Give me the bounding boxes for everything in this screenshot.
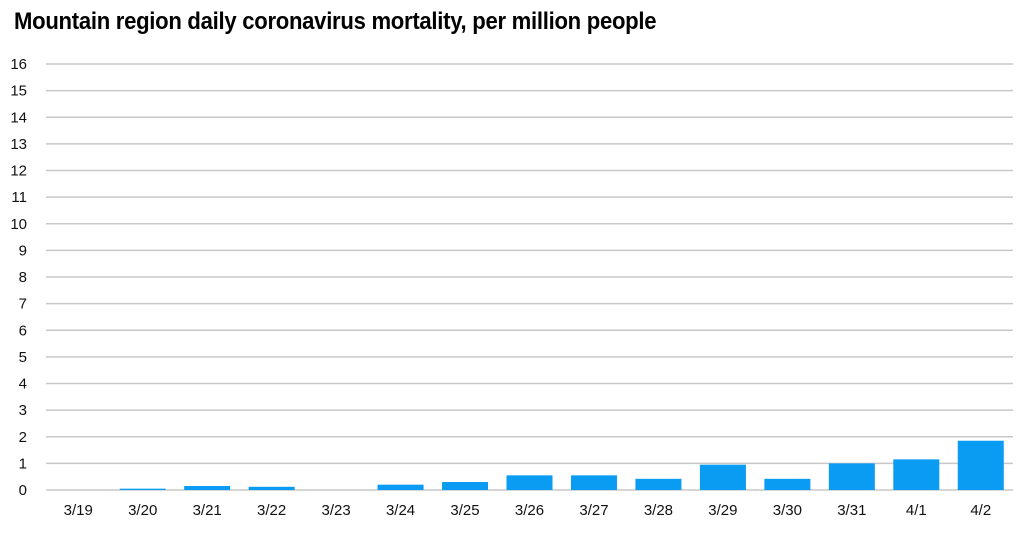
x-tick-label: 3/25 [450, 502, 479, 519]
y-tick-label: 0 [19, 482, 27, 499]
x-tick-label: 3/30 [773, 502, 802, 519]
x-tick-label: 3/27 [579, 502, 608, 519]
x-tick-label: 3/20 [128, 502, 157, 519]
y-tick-label: 8 [19, 269, 27, 286]
y-tick-label: 15 [10, 83, 27, 100]
y-tick-label: 7 [19, 296, 27, 313]
y-tick-label: 10 [10, 216, 27, 233]
x-tick-label: 3/28 [644, 502, 673, 519]
bars [119, 440, 1004, 490]
bar [764, 478, 811, 490]
y-tick-label: 9 [19, 242, 27, 259]
bar [699, 464, 746, 490]
x-tick-label: 3/26 [515, 502, 544, 519]
x-tick-label: 3/22 [257, 502, 286, 519]
x-tick-label: 3/19 [64, 502, 93, 519]
y-tick-label: 1 [19, 455, 27, 472]
bar [506, 475, 553, 490]
bar [635, 478, 682, 490]
x-axis-ticks: 3/19 3/20 3/21 3/22 3/23 3/24 3/25 3/26 3/27 3/28… [64, 502, 992, 519]
chart-title: Mountain region daily coronavirus mortal… [14, 8, 657, 35]
x-tick-label: 3/31 [837, 502, 866, 519]
bar [184, 486, 231, 490]
bar [248, 486, 295, 490]
bar [442, 482, 489, 490]
y-tick-label: 3 [19, 402, 27, 419]
bar [119, 488, 166, 490]
y-tick-label: 4 [19, 376, 27, 393]
x-tick-label: 4/2 [970, 502, 991, 519]
y-tick-label: 14 [10, 109, 27, 126]
y-tick-label: 2 [19, 429, 27, 446]
gridlines [46, 63, 1013, 491]
y-tick-label: 12 [10, 163, 27, 180]
bar [377, 484, 424, 490]
y-tick-label: 13 [10, 136, 27, 153]
x-tick-label: 3/23 [321, 502, 350, 519]
bar [828, 463, 875, 490]
y-tick-label: 6 [19, 322, 27, 339]
bar [570, 475, 617, 490]
y-tick-label: 11 [11, 189, 27, 206]
bar [893, 459, 940, 490]
bar [957, 440, 1004, 490]
y-tick-label: 16 [10, 56, 27, 73]
x-tick-label: 3/29 [708, 502, 737, 519]
x-tick-label: 3/24 [386, 502, 415, 519]
y-tick-label: 5 [19, 349, 27, 366]
x-tick-label: 4/1 [906, 502, 927, 519]
x-tick-label: 3/21 [193, 502, 222, 519]
